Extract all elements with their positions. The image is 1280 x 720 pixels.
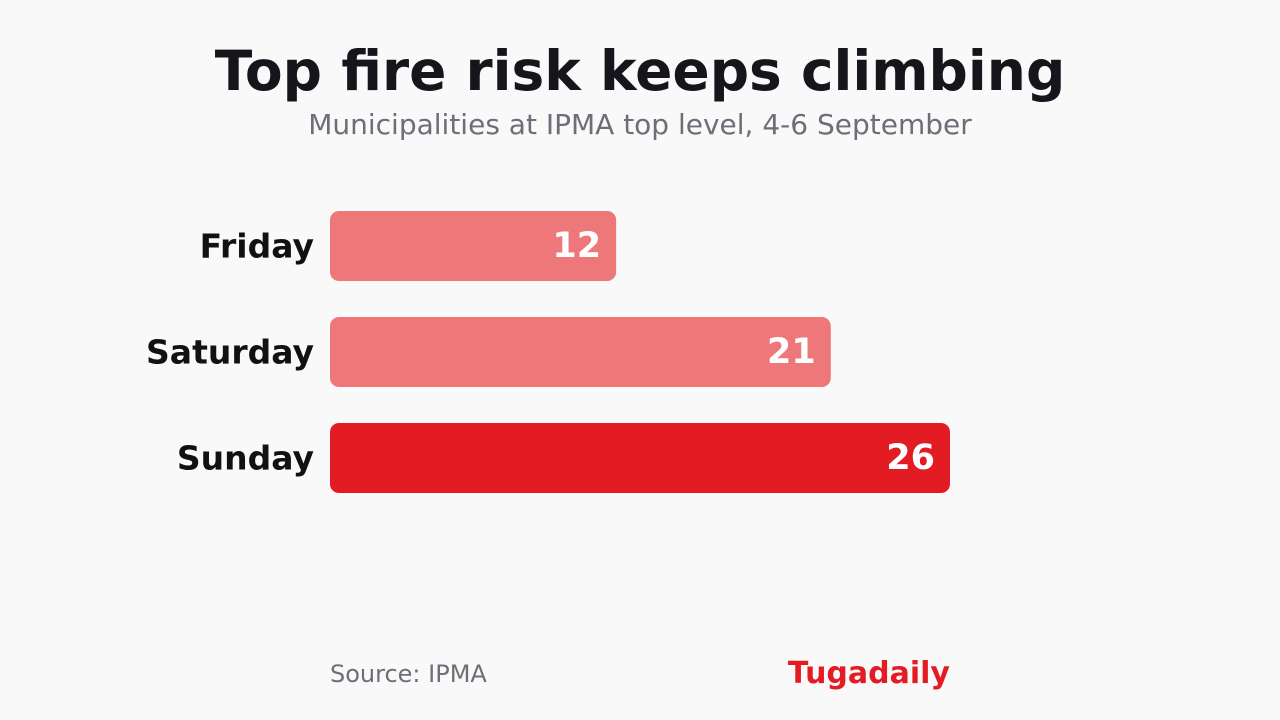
category-label: Saturday	[146, 333, 314, 372]
chart-subtitle: Municipalities at IPMA top level, 4-6 Se…	[308, 108, 972, 141]
bar-group-friday: Friday 12	[200, 211, 617, 281]
bar-value-label: 12	[552, 226, 601, 266]
bar-group-saturday: Saturday 21	[146, 317, 831, 387]
bar	[330, 423, 950, 493]
category-label: Sunday	[177, 439, 314, 478]
category-label: Friday	[200, 227, 314, 266]
bar-value-label: 26	[886, 438, 935, 478]
brand-logo[interactable]: Tugadaily	[787, 656, 950, 691]
source-note: Source: IPMA	[330, 660, 487, 688]
chart-title: Top fire risk keeps climbing	[214, 39, 1066, 103]
bar	[330, 317, 831, 387]
bar	[330, 211, 617, 281]
bar-group-sunday: Sunday 26	[177, 423, 950, 493]
bar-value-label: 21	[767, 332, 816, 372]
